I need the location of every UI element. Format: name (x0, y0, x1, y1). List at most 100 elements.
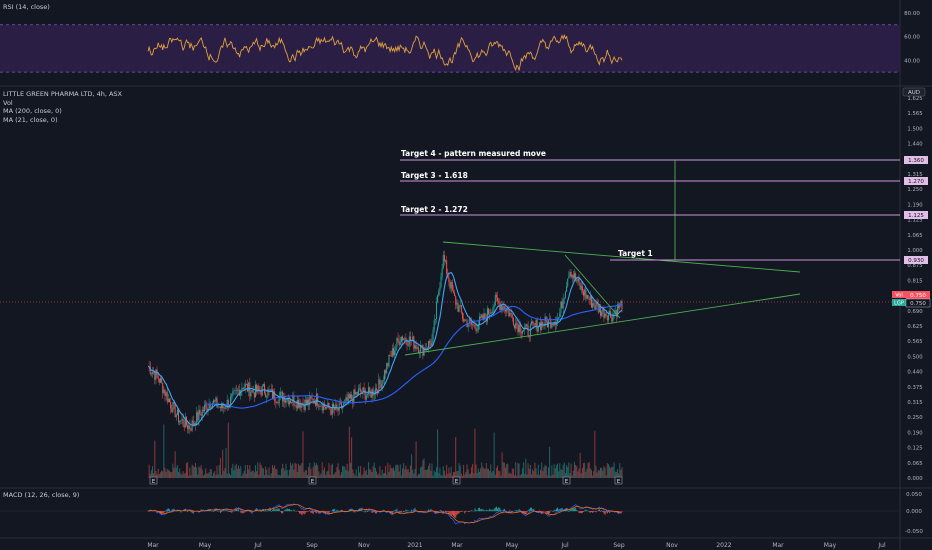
candle-body (291, 402, 293, 404)
volume-bar (541, 462, 543, 478)
candle-body (163, 389, 165, 394)
volume-bar (562, 464, 564, 478)
candle-body (378, 379, 380, 394)
rsi-pane[interactable]: 80.00 60.00 40.00 (0, 11, 920, 73)
earnings-marker[interactable] (614, 476, 623, 485)
volume-bar (501, 452, 503, 478)
macd-hist-bar (394, 510, 396, 512)
candle-body (322, 403, 324, 411)
candle-body (279, 391, 281, 397)
macd-hist-bar (603, 511, 605, 514)
macd-hist-bar (214, 509, 216, 512)
macd-hist-bar (260, 511, 262, 513)
candle-body (344, 400, 346, 403)
volume-bar (320, 473, 322, 478)
candle-body (541, 321, 543, 330)
price-legend[interactable]: LITTLE GREEN PHARMA LTD, 4h, ASX Vol MA … (3, 90, 122, 124)
candle-body (588, 299, 590, 301)
macd-hist-bar (505, 510, 506, 512)
macd-hist-bar (352, 510, 354, 512)
candle-body (538, 322, 540, 328)
volume-bar (535, 468, 537, 478)
candle-body (363, 387, 365, 391)
macd-hist-bar (164, 511, 166, 512)
time-axis[interactable]: Mar May Jul Sep Nov 2021 Mar May Jul Sep Nov 2022 Ma… (147, 542, 886, 549)
volume-bar (563, 462, 565, 478)
currency-badge[interactable] (902, 87, 926, 97)
volume-bar (459, 465, 461, 478)
short-term-downtrend-line[interactable] (564, 254, 621, 319)
candle-body (413, 336, 415, 349)
volume-bar (327, 470, 329, 478)
candle-body (230, 396, 232, 405)
macd-hist-bar (369, 510, 371, 512)
candle-body (509, 312, 511, 317)
macd-hist-bar (486, 510, 488, 512)
macd-hist-bar (594, 511, 596, 512)
volume-bar (456, 471, 458, 478)
candle-body (388, 354, 390, 367)
macd-pane[interactable]: 0.050 0.000 -0.050 (0, 492, 923, 535)
lower-trendline[interactable] (404, 293, 801, 356)
macd-hist-bar (528, 509, 530, 512)
volume-bar (420, 467, 422, 478)
candle-body (222, 403, 224, 409)
volume-bar (601, 467, 603, 478)
macd-hist-bar (166, 508, 168, 512)
candle-body (475, 328, 477, 332)
target2-price-badge (904, 211, 928, 219)
candle-body (561, 301, 563, 309)
earnings-marker[interactable] (562, 476, 571, 485)
volume-bar (258, 474, 260, 478)
volume-bar (344, 466, 346, 478)
price-tick-label: 0.125 (907, 446, 922, 452)
candle-body (512, 317, 514, 326)
candle-body (259, 389, 261, 391)
candle-body (559, 312, 561, 318)
candle-body (167, 398, 169, 402)
ma-200-line (204, 303, 623, 409)
macd-hist-bar (604, 511, 606, 515)
volume-bar (359, 472, 361, 478)
earnings-marker[interactable] (308, 476, 317, 485)
volume-bar (588, 462, 590, 478)
candle-body (185, 416, 187, 426)
candle-body (242, 388, 244, 390)
volume-bar (550, 475, 552, 478)
volume-bar (363, 467, 365, 478)
candle-body (441, 268, 443, 277)
volume-bar (458, 463, 460, 478)
macd-hist-bar (442, 511, 444, 513)
rsi-legend[interactable]: RSI (14, close) (3, 3, 50, 12)
volume-bar (507, 463, 509, 478)
volume-bar (250, 471, 252, 478)
macd-hist-bar (464, 511, 466, 514)
price-pane[interactable]: Target 4 - pattern measured move Target … (0, 87, 931, 485)
candle-body (503, 306, 505, 310)
volume-bar (423, 458, 425, 478)
macd-hist-bar (428, 509, 430, 512)
candle-body (611, 317, 613, 322)
volume-bar (157, 468, 159, 478)
macd-hist-bar (295, 511, 297, 512)
macd-hist-bar (484, 510, 486, 512)
volume-bar (395, 465, 397, 478)
volume-bar (605, 475, 607, 478)
volume-bar (520, 473, 522, 478)
macd-hist-bar (188, 510, 190, 512)
price-tick-label: 1.190 (907, 202, 923, 208)
macd-hist-bar (313, 511, 315, 512)
earnings-marker[interactable] (452, 476, 461, 485)
candle-body (535, 319, 537, 326)
volume-bar (544, 464, 546, 478)
macd-hist-bar (437, 511, 439, 513)
earnings-marker[interactable] (149, 476, 158, 485)
macd-legend[interactable]: MACD (12, 26, close, 9) (3, 491, 79, 500)
macd-hist-bar (485, 509, 487, 512)
candle-body (284, 396, 286, 403)
macd-hist-bar (441, 511, 443, 512)
macd-hist-bar (592, 511, 594, 513)
upper-trendline[interactable] (442, 241, 801, 273)
volume-bar (222, 449, 224, 478)
